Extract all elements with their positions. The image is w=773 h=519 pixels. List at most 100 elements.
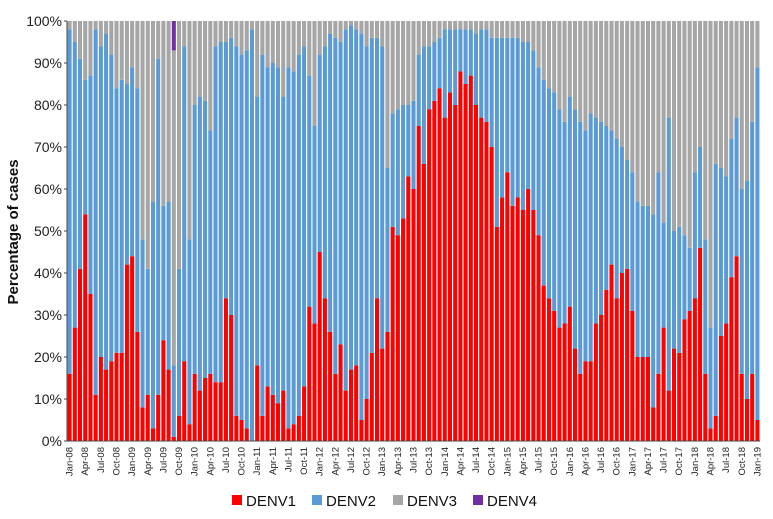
bar-segment-denv1-100 — [588, 361, 593, 441]
bar-segment-denv2-106 — [619, 147, 624, 273]
bar-segment-denv2-91 — [541, 79, 546, 286]
bar-segment-denv1-6 — [98, 357, 103, 441]
bar-segment-denv2-47 — [312, 126, 317, 324]
y-tick-label: 80% — [34, 97, 62, 113]
bar-segment-denv2-77 — [468, 29, 473, 76]
bar-segment-denv2-15 — [145, 268, 150, 395]
bar-segment-denv2-127 — [729, 138, 734, 278]
bar-segment-denv3-89 — [531, 21, 536, 51]
bar-segment-denv3-63 — [395, 21, 400, 110]
bar-segment-denv2-30 — [223, 42, 228, 299]
bar-segment-denv2-79 — [479, 29, 484, 118]
x-tick-label: Apr-08 — [80, 447, 91, 476]
bar-segment-denv2-71 — [437, 37, 442, 89]
bar-segment-denv1-18 — [161, 340, 166, 441]
bar-segment-denv1-126 — [724, 323, 729, 441]
bar-segment-denv3-33 — [239, 21, 244, 55]
bar-segment-denv2-100 — [588, 113, 593, 362]
bar-segment-denv2-76 — [463, 29, 468, 84]
bar-segment-denv2-52 — [338, 42, 343, 345]
bar-segment-denv3-20 — [171, 50, 176, 366]
bar-segment-denv3-4 — [88, 21, 93, 76]
bar-segment-denv1-13 — [135, 331, 140, 441]
bar-segment-denv3-107 — [625, 21, 630, 160]
bar-segment-denv2-14 — [140, 239, 145, 408]
bar-segment-denv2-6 — [98, 46, 103, 357]
bar-segment-denv3-84 — [505, 21, 510, 38]
bar-segment-denv3-46 — [307, 21, 312, 76]
bar-segment-denv2-132 — [755, 67, 760, 420]
bar-segment-denv2-28 — [213, 46, 218, 383]
bar-segment-denv2-23 — [187, 239, 192, 425]
bar-segment-denv1-1 — [72, 327, 77, 441]
bar-segment-denv3-65 — [406, 21, 411, 105]
bar-segment-denv3-5 — [93, 21, 98, 30]
bar-segment-denv3-7 — [104, 21, 109, 34]
bar-segment-denv2-16 — [150, 201, 155, 429]
legend-label-denv1: DENV1 — [246, 493, 296, 510]
x-tick-label: Apr-11 — [268, 447, 279, 475]
y-tick-label: 40% — [34, 265, 62, 281]
bar-segment-denv1-98 — [578, 373, 583, 441]
bar-segment-denv2-40 — [275, 67, 281, 404]
bar-segment-denv2-44 — [296, 54, 301, 416]
bar-segment-denv2-78 — [473, 33, 479, 105]
bar-segment-denv1-96 — [567, 306, 572, 441]
bar-segment-denv3-27 — [208, 21, 213, 131]
bar-segment-denv3-26 — [203, 21, 208, 101]
bar-segment-denv2-25 — [197, 96, 202, 391]
bar-segment-denv2-5 — [93, 29, 98, 395]
y-tick-label: 70% — [34, 139, 62, 155]
bar-segment-denv2-29 — [218, 42, 223, 383]
bar-segment-denv2-121 — [698, 147, 703, 248]
bar-segment-denv3-0 — [67, 21, 72, 30]
bar-segment-denv3-25 — [197, 21, 202, 97]
bar-segment-denv1-7 — [104, 369, 109, 441]
bar-segment-denv1-57 — [364, 399, 369, 441]
bar-segment-denv1-128 — [734, 256, 739, 441]
bar-segment-denv2-0 — [67, 29, 72, 374]
x-tick-label: Jan-17 — [627, 447, 638, 476]
bar-segment-denv1-91 — [541, 285, 546, 441]
bar-segment-denv2-105 — [614, 138, 619, 299]
bar-segment-denv2-1 — [72, 42, 77, 328]
bar-segment-denv3-21 — [176, 21, 182, 269]
bar-segment-denv2-61 — [385, 168, 390, 332]
bar-segment-denv1-122 — [703, 373, 708, 441]
bar-segment-denv3-128 — [734, 21, 739, 118]
bar-segment-denv1-85 — [510, 205, 515, 441]
bar-segment-denv3-73 — [447, 21, 452, 30]
bar-segment-denv2-38 — [265, 67, 270, 387]
x-tick-label: Jan-12 — [315, 447, 326, 476]
x-tick-label: Oct-13 — [424, 447, 435, 476]
bar-segment-denv1-77 — [468, 75, 473, 441]
bar-segment-denv1-105 — [614, 298, 619, 441]
bar-segment-denv2-83 — [500, 37, 505, 198]
bar-segment-denv1-0 — [67, 373, 72, 441]
bar-segment-denv1-114 — [661, 327, 666, 441]
bar-segment-denv3-13 — [135, 21, 140, 89]
bar-segment-denv3-28 — [213, 21, 218, 47]
bar-segment-denv2-59 — [374, 37, 380, 299]
bar-segment-denv3-78 — [473, 21, 479, 34]
bar-segment-denv1-83 — [500, 197, 505, 441]
bar-segment-denv1-78 — [473, 105, 479, 441]
bar-segment-denv3-32 — [234, 21, 239, 47]
bar-segment-denv3-72 — [442, 21, 447, 30]
bar-segment-denv1-22 — [182, 361, 187, 441]
bar-segment-denv2-20 — [171, 365, 176, 437]
bar-segment-denv1-5 — [93, 394, 98, 441]
bar-segment-denv3-75 — [458, 21, 463, 30]
bar-segment-denv1-62 — [390, 226, 395, 441]
bar-segment-denv3-74 — [453, 21, 458, 30]
bar-segment-denv3-97 — [572, 21, 578, 110]
bar-segment-denv1-32 — [234, 415, 239, 441]
bar-segment-denv1-16 — [150, 428, 155, 441]
bar-segment-denv1-2 — [77, 268, 83, 441]
legend-swatch-denv4 — [473, 495, 483, 505]
bar-segment-denv1-73 — [447, 92, 452, 442]
bar-segment-denv2-113 — [656, 172, 661, 374]
x-tick-label: Apr-14 — [455, 447, 466, 476]
bar-segment-denv3-31 — [229, 21, 234, 38]
bar-segment-denv2-123 — [708, 327, 713, 429]
